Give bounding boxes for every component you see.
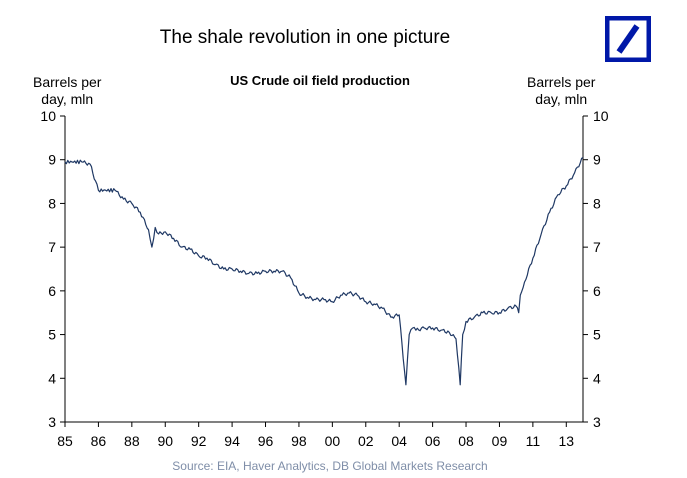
x-tick-label: 13 [559,433,575,449]
x-tick-label: 94 [224,433,240,449]
chart-title: US Crude oil field production [230,73,410,88]
y-tick-label-right: 5 [593,327,601,343]
x-tick-label: 00 [325,433,341,449]
y-tick-label-left: 6 [48,283,56,299]
y-tick-label-left: 5 [48,327,56,343]
x-tick-label: 11 [526,433,541,449]
x-tick-label: 90 [157,433,173,449]
x-tick-label: 86 [91,433,107,449]
source-note: Source: EIA, Haver Analytics, DB Global … [172,459,488,473]
series-line-us-crude-oil-field-production [64,156,584,386]
y-tick-label-right: 4 [593,370,601,386]
y-tick-label-right: 3 [593,414,601,430]
y-tick-label-right: 10 [593,108,609,124]
x-tick-label: 09 [492,433,508,449]
x-tick-label: 88 [124,433,140,449]
logo-slash [616,24,640,54]
y-tick-label-left: 8 [48,195,56,211]
y-tick-label-right: 9 [593,152,601,168]
y-axis-label-right-line1: Barrels per [527,74,596,90]
x-tick-label: 85 [57,433,73,449]
deutsche-bank-logo [605,16,651,62]
y-axis-label-left: Barrels per day, mln [33,74,101,108]
y-axis-label-right: Barrels per day, mln [527,74,595,108]
x-tick-label: 98 [291,433,307,449]
y-axis-label-left-line2: day, mln [41,91,94,107]
x-tick-label: 96 [258,433,274,449]
y-tick-label-right: 6 [593,283,601,299]
page-title: The shale revolution in one picture [159,27,451,48]
y-tick-label-left: 7 [48,239,56,255]
x-tick-label: 06 [425,433,441,449]
x-tick-label: 04 [391,433,407,449]
x-tick-label: 02 [358,433,374,449]
y-axis-label-left-line1: Barrels per [33,74,102,90]
y-tick-label-left: 10 [40,108,56,124]
y-tick-label-left: 9 [48,152,56,168]
logo-frame [605,16,651,62]
y-tick-label-left: 4 [48,370,56,386]
x-tick-label: 08 [458,433,474,449]
y-tick-label-left: 3 [48,414,56,430]
y-tick-label-right: 7 [593,239,601,255]
x-tick-label: 92 [191,433,207,449]
y-tick-label-right: 8 [593,195,601,211]
y-axis-label-right-line2: day, mln [535,91,588,107]
